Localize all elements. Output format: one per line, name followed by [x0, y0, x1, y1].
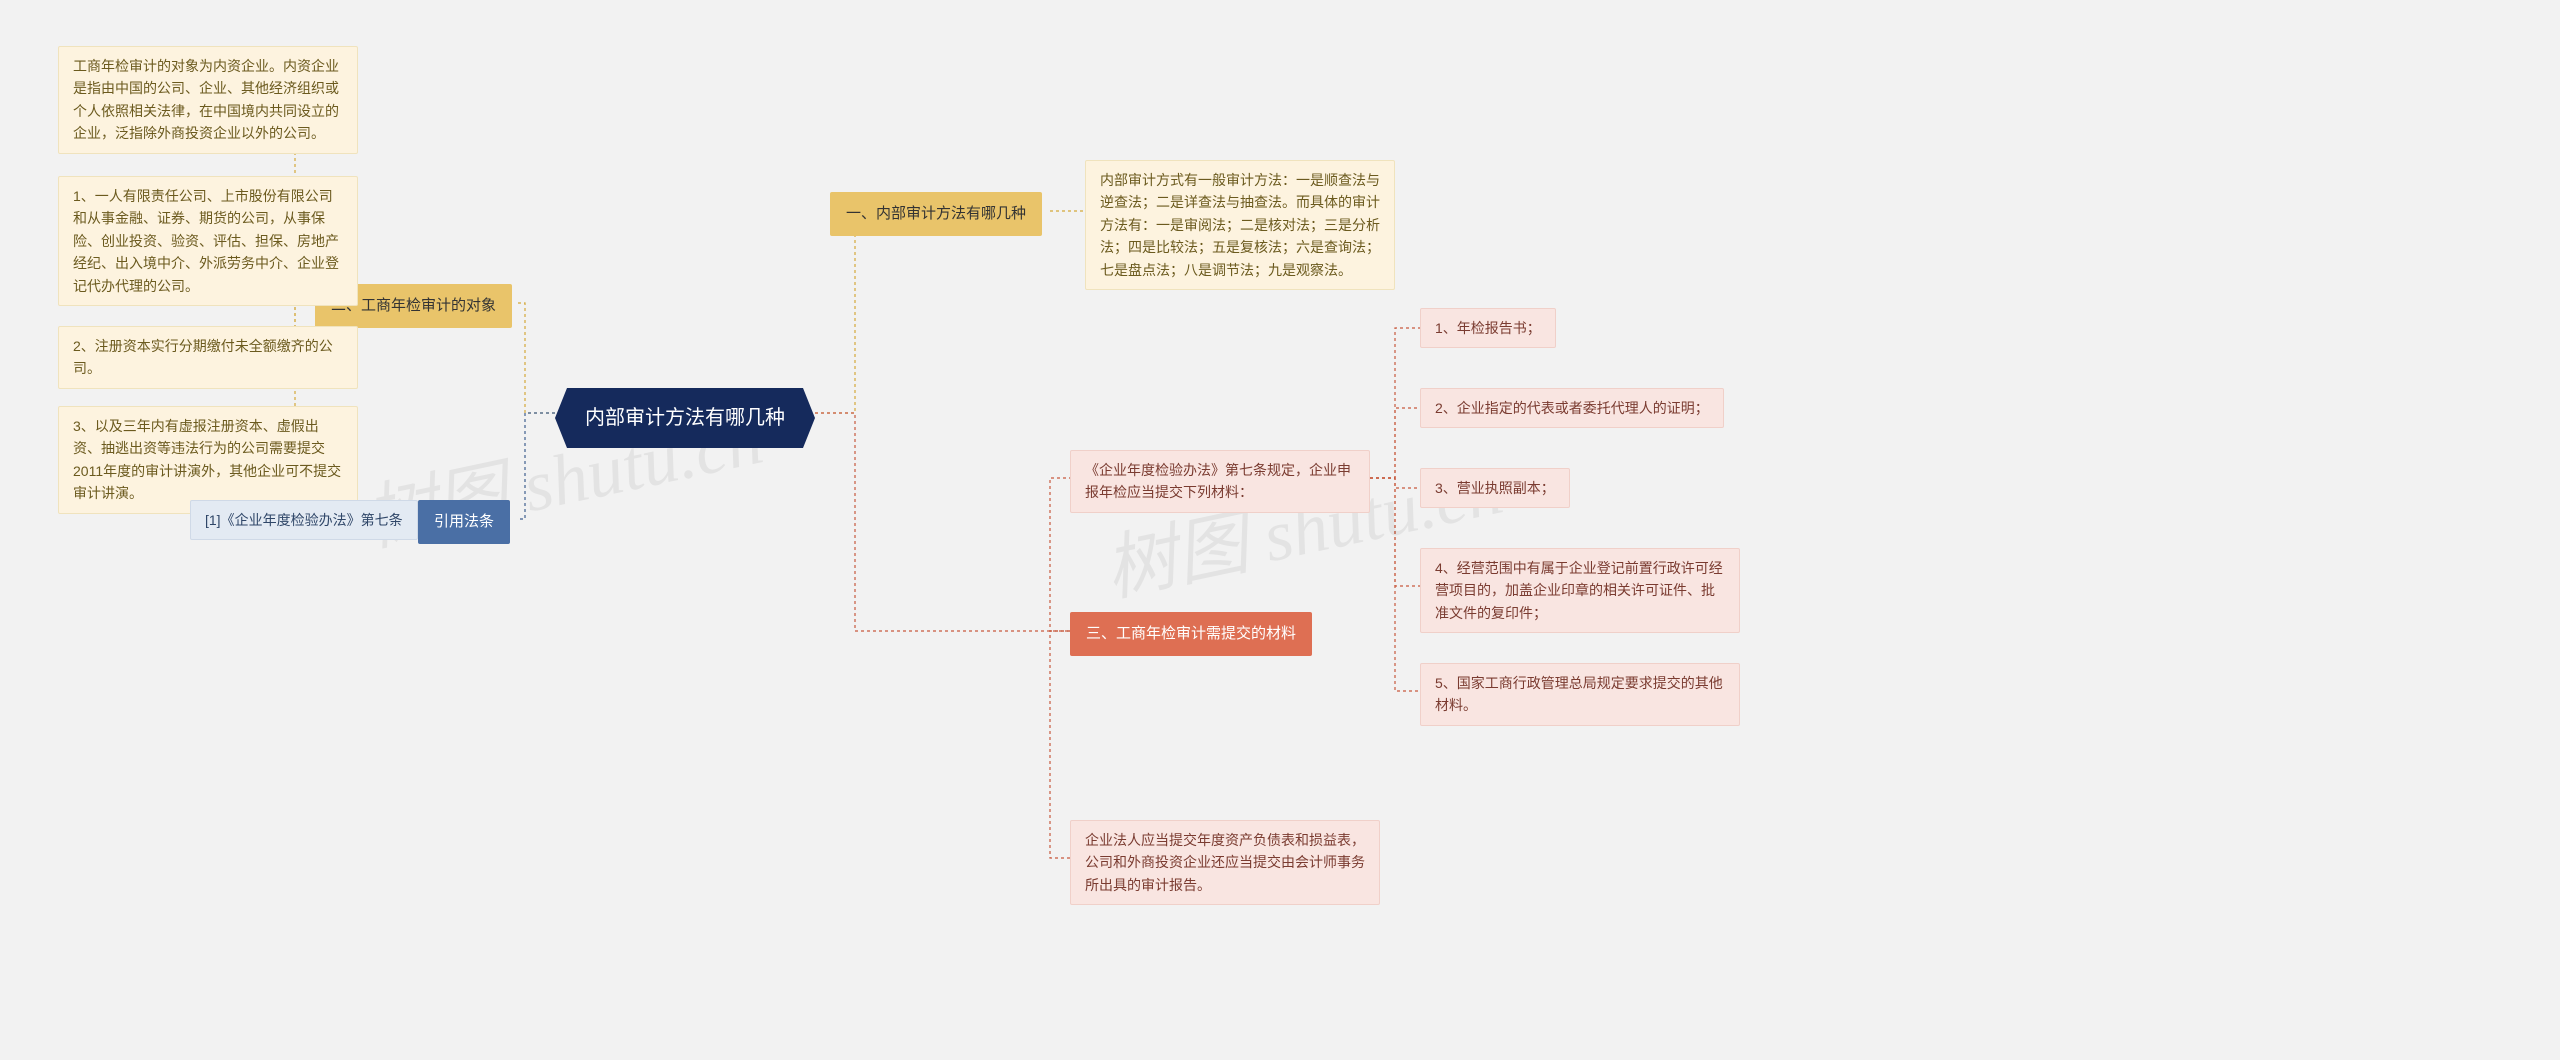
- branch-3-g1: 《企业年度检验办法》第七条规定，企业申报年检应当提交下列材料：: [1070, 450, 1370, 513]
- branch-3-i1: 1、年检报告书；: [1420, 308, 1556, 348]
- root-node: 内部审计方法有哪几种: [555, 388, 815, 448]
- branch-2-d1: 工商年检审计的对象为内资企业。内资企业是指由中国的公司、企业、其他经济组织或个人…: [58, 46, 358, 154]
- branch-3-i4: 4、经营范围中有属于企业登记前置行政许可经营项目的，加盖企业印章的相关许可证件、…: [1420, 548, 1740, 633]
- branch-2-d2: 1、一人有限责任公司、上市股份有限公司和从事金融、证券、期货的公司，从事保险、创…: [58, 176, 358, 306]
- branch-1-detail: 内部审计方式有一般审计方法：一是顺查法与逆查法；二是详查法与抽查法。而具体的审计…: [1085, 160, 1395, 290]
- branch-4: 引用法条: [418, 500, 510, 544]
- branch-4-d1: [1]《企业年度检验办法》第七条: [190, 500, 418, 540]
- branch-2-d4: 3、以及三年内有虚报注册资本、虚假出资、抽逃出资等违法行为的公司需要提交2011…: [58, 406, 358, 514]
- branch-3-g2: 企业法人应当提交年度资产负债表和损益表，公司和外商投资企业还应当提交由会计师事务…: [1070, 820, 1380, 905]
- branch-2-d3: 2、注册资本实行分期缴付未全额缴齐的公司。: [58, 326, 358, 389]
- branch-3: 三、工商年检审计需提交的材料: [1070, 612, 1312, 656]
- branch-3-i3: 3、营业执照副本；: [1420, 468, 1570, 508]
- branch-3-i5: 5、国家工商行政管理总局规定要求提交的其他材料。: [1420, 663, 1740, 726]
- branch-1: 一、内部审计方法有哪几种: [830, 192, 1042, 236]
- branch-3-i2: 2、企业指定的代表或者委托代理人的证明；: [1420, 388, 1724, 428]
